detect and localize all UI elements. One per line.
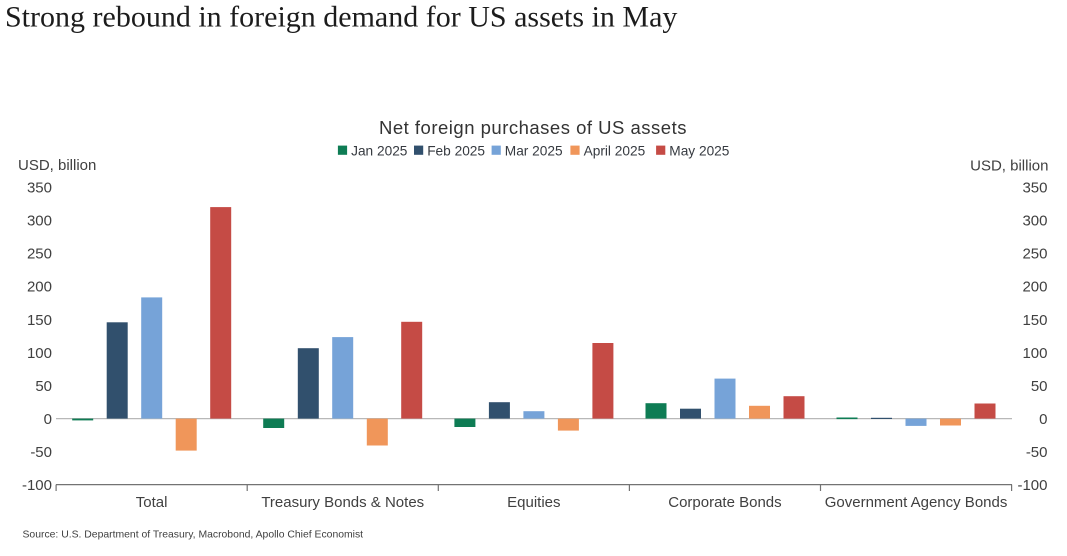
svg-text:200: 200: [1022, 279, 1047, 296]
svg-text:0: 0: [1039, 411, 1047, 428]
svg-text:Treasury Bonds & Notes: Treasury Bonds & Notes: [261, 494, 424, 511]
svg-text:-50: -50: [30, 444, 52, 461]
svg-text:Source: U.S. Department of Tre: Source: U.S. Department of Treasury, Mac…: [23, 530, 364, 541]
svg-text:Corporate Bonds: Corporate Bonds: [668, 494, 781, 511]
svg-text:350: 350: [27, 180, 52, 197]
svg-text:300: 300: [1022, 213, 1047, 230]
svg-text:May 2025: May 2025: [669, 143, 729, 158]
svg-text:Strong rebound in foreign dema: Strong rebound in foreign demand for US …: [5, 1, 677, 34]
svg-text:50: 50: [35, 378, 52, 395]
svg-text:-100: -100: [1017, 477, 1047, 494]
svg-text:150: 150: [1022, 312, 1047, 329]
svg-text:Government Agency Bonds: Government Agency Bonds: [825, 494, 1008, 511]
svg-text:200: 200: [27, 279, 52, 296]
svg-text:-50: -50: [1026, 444, 1048, 461]
svg-text:0: 0: [44, 411, 52, 428]
svg-text:100: 100: [1022, 345, 1047, 362]
svg-text:350: 350: [1022, 180, 1047, 197]
svg-text:Net foreign purchases of US as: Net foreign purchases of US assets: [379, 117, 687, 138]
svg-text:150: 150: [27, 312, 52, 329]
svg-text:300: 300: [27, 213, 52, 230]
svg-text:50: 50: [1031, 378, 1048, 395]
svg-text:-100: -100: [22, 477, 52, 494]
svg-text:Jan 2025: Jan 2025: [351, 143, 408, 158]
svg-text:250: 250: [27, 246, 52, 263]
svg-text:USD, billion: USD, billion: [18, 157, 96, 174]
svg-text:April 2025: April 2025: [584, 143, 646, 158]
svg-text:250: 250: [1022, 246, 1047, 263]
svg-text:USD, billion: USD, billion: [970, 158, 1048, 175]
svg-text:100: 100: [27, 345, 52, 362]
svg-text:Mar 2025: Mar 2025: [505, 143, 563, 158]
svg-text:Equities: Equities: [507, 494, 560, 511]
svg-text:Feb 2025: Feb 2025: [427, 143, 485, 158]
svg-text:Total: Total: [136, 494, 168, 511]
